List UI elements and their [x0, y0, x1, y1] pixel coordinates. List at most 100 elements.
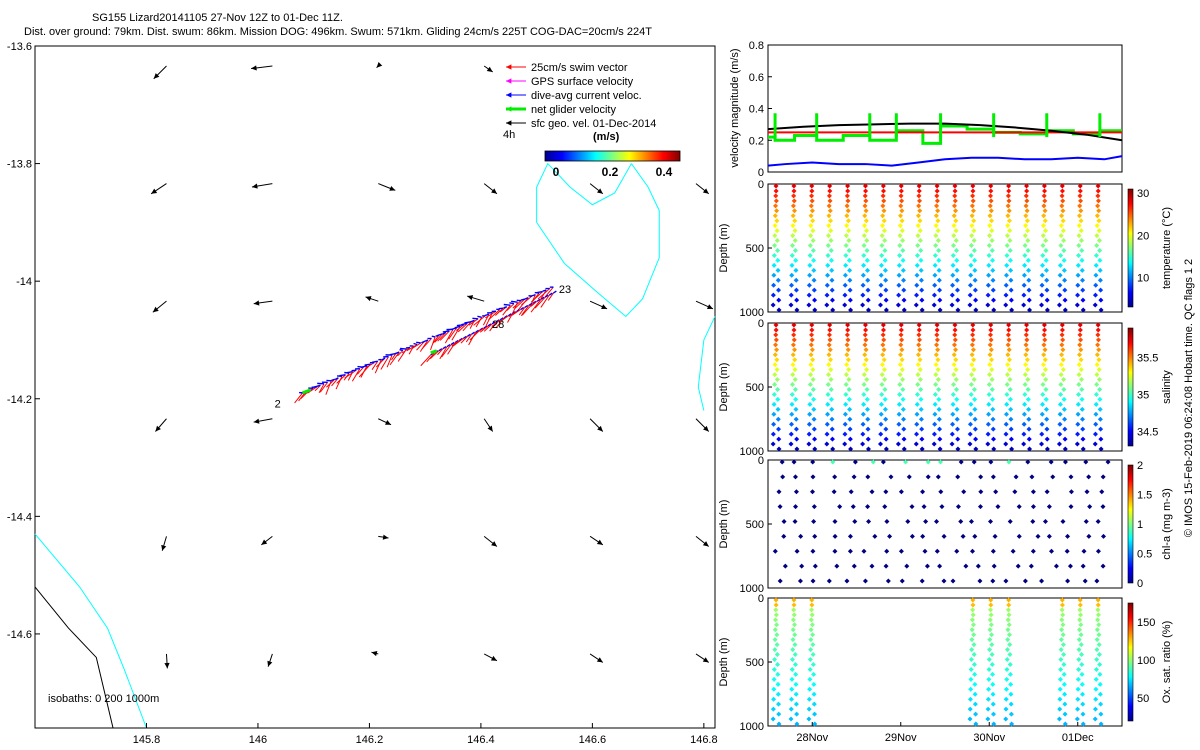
salinity-sample [811, 416, 817, 422]
temperature-sample [775, 267, 781, 273]
oxygen-sample [791, 597, 797, 603]
oxygen-sample [773, 612, 779, 618]
temperature-sample [1023, 203, 1029, 209]
temperature-sample [811, 277, 817, 283]
salinity-sample [843, 391, 849, 397]
temperature-sample [846, 228, 852, 234]
sfc-velocity-arrow [589, 183, 604, 195]
chla-sample [1016, 533, 1022, 539]
salinity-sample [1095, 322, 1101, 328]
sfc-velocity-arrow [589, 418, 604, 432]
salinity-sample [1075, 421, 1081, 427]
salinity-sample [898, 342, 904, 348]
temperature-sample [1062, 307, 1068, 313]
dac-vector [487, 323, 492, 327]
chla-sample [899, 578, 905, 584]
chla-sample [1095, 519, 1101, 525]
sfc-velocity-arrow [589, 300, 608, 310]
salinity-sample [826, 332, 832, 338]
temperature-sample [973, 297, 979, 303]
salinity-sample [918, 406, 924, 412]
temperature-sample [1062, 297, 1068, 303]
chla-sample [1065, 533, 1071, 539]
salinity-sample [878, 421, 884, 427]
dac-vector [467, 333, 471, 337]
chla-sample [924, 563, 930, 569]
temperature-sample [1040, 262, 1046, 268]
salinity-sample [1080, 426, 1086, 432]
temperature-sample [847, 297, 853, 303]
swim-vector [326, 378, 336, 388]
temperature-sample [865, 267, 871, 273]
oxygen-sample [1004, 657, 1010, 663]
oxygen-sample [789, 666, 795, 672]
temperature-sample [864, 238, 870, 244]
sfc-velocity-arrow [365, 296, 379, 302]
oxygen-sample [1092, 706, 1098, 712]
salinity-sample [791, 327, 797, 333]
oxygen-sample [771, 676, 777, 682]
temperature-sample [1041, 193, 1047, 199]
oxygen-sample [1078, 612, 1084, 618]
oxygen-sample [985, 716, 991, 722]
temperature-sample [967, 302, 973, 308]
chla-sample [972, 533, 978, 539]
salinity-sample [898, 332, 904, 338]
chla-sample [1105, 459, 1111, 465]
temperature-sample [1078, 208, 1084, 214]
temperature-sample [1041, 203, 1047, 209]
temperature-sample [789, 252, 795, 258]
chla-sample [848, 489, 854, 495]
temperature-sample [1059, 188, 1065, 194]
arrow-head [251, 65, 257, 71]
salinity-colorbar [1127, 327, 1134, 447]
salinity-sample [865, 426, 871, 432]
oxygen-sample [793, 671, 799, 677]
swim-vector [508, 311, 517, 318]
temperature-sample [951, 233, 957, 239]
temperature-sample [1057, 292, 1063, 298]
salinity-sample [808, 352, 814, 358]
dac-vector [479, 327, 484, 331]
salinity-sample [934, 337, 940, 343]
salinity-sample [808, 362, 814, 368]
swim-vector [540, 294, 550, 308]
salinity-sample [897, 362, 903, 368]
chla-sample [779, 459, 785, 465]
swim-vector [356, 366, 364, 375]
salinity-scatter [770, 322, 1104, 452]
chla-sample [903, 459, 909, 465]
salinity-sample [812, 436, 818, 442]
temperature-sample [788, 282, 794, 288]
swim-vector [420, 354, 432, 367]
salinity-sample [847, 416, 853, 422]
salinity-sample [825, 382, 831, 388]
swim-vector [530, 298, 542, 313]
arrow-head [596, 539, 603, 545]
salinity-sample [1092, 441, 1098, 447]
temperature-sample [878, 282, 884, 288]
temperature-sample [825, 252, 831, 258]
oxygen-sample [1079, 671, 1085, 677]
temperature-sample [1041, 183, 1047, 189]
temperature-sample [950, 252, 956, 258]
oxygen-sample [1097, 661, 1103, 667]
temperature-sample [898, 203, 904, 209]
arrow-head [490, 655, 497, 661]
salinity-sample [972, 416, 978, 422]
salinity-sample [790, 372, 796, 378]
oxygen-sample [773, 607, 779, 613]
salinity-sample [789, 382, 795, 388]
salinity-sample [843, 372, 849, 378]
temperature-sample [1094, 233, 1100, 239]
temperature-sample [899, 208, 905, 214]
temperature-sample [968, 272, 974, 278]
salinity-sample [1097, 416, 1103, 422]
salinity-sample [842, 411, 848, 417]
swim-vector [521, 295, 533, 306]
map-ytick-label: -13.6 [7, 41, 32, 53]
temperature-sample [1044, 297, 1050, 303]
salinity-sample [1044, 446, 1050, 452]
salinity-sample [775, 406, 781, 412]
oxygen-sample [971, 642, 977, 648]
